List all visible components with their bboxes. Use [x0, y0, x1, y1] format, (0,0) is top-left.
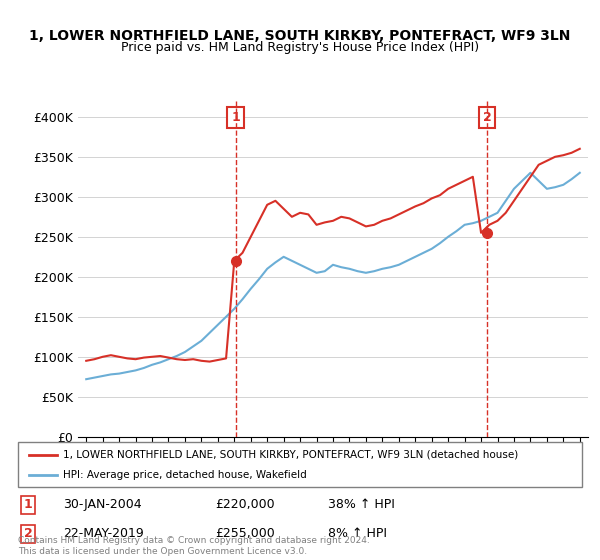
Text: 22-MAY-2019: 22-MAY-2019	[63, 528, 144, 540]
FancyBboxPatch shape	[18, 442, 582, 487]
Text: Price paid vs. HM Land Registry's House Price Index (HPI): Price paid vs. HM Land Registry's House …	[121, 41, 479, 54]
Text: 2: 2	[483, 111, 491, 124]
Text: 8% ↑ HPI: 8% ↑ HPI	[328, 528, 387, 540]
Text: 1, LOWER NORTHFIELD LANE, SOUTH KIRKBY, PONTEFRACT, WF9 3LN (detached house): 1, LOWER NORTHFIELD LANE, SOUTH KIRKBY, …	[63, 450, 518, 460]
Text: £255,000: £255,000	[215, 528, 275, 540]
Text: 2: 2	[23, 528, 32, 540]
Text: 1: 1	[23, 498, 32, 511]
Text: HPI: Average price, detached house, Wakefield: HPI: Average price, detached house, Wake…	[63, 470, 307, 480]
Text: £220,000: £220,000	[215, 498, 275, 511]
Text: 1: 1	[231, 111, 240, 124]
Text: 38% ↑ HPI: 38% ↑ HPI	[328, 498, 395, 511]
Text: 1, LOWER NORTHFIELD LANE, SOUTH KIRKBY, PONTEFRACT, WF9 3LN: 1, LOWER NORTHFIELD LANE, SOUTH KIRKBY, …	[29, 29, 571, 44]
Text: Contains HM Land Registry data © Crown copyright and database right 2024.
This d: Contains HM Land Registry data © Crown c…	[18, 536, 370, 556]
Text: 30-JAN-2004: 30-JAN-2004	[63, 498, 142, 511]
